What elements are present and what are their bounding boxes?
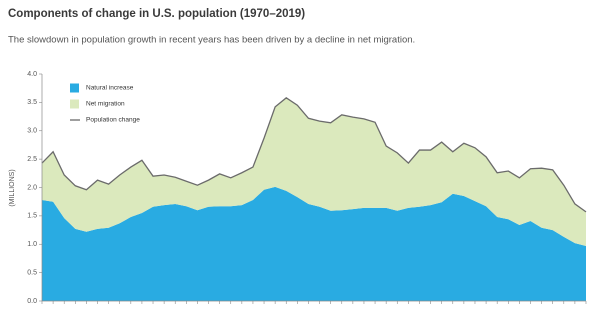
y-axis-label: (MILLIONS): [9, 169, 16, 206]
y-tick-label: 2.5: [27, 156, 37, 163]
y-tick-label: 2.0: [27, 184, 37, 191]
chart-title: Components of change in U.S. population …: [8, 8, 305, 20]
chart-subtitle: The slowdown in population growth in rec…: [8, 35, 415, 46]
legend-label: Net migration: [86, 101, 125, 108]
legend-swatch: [70, 99, 79, 109]
y-tick-label: 0.0: [27, 298, 37, 305]
y-tick-label: 3.5: [27, 99, 37, 106]
y-tick-label: 0.5: [27, 269, 37, 276]
legend-swatch: [70, 83, 79, 93]
y-tick-label: 3.0: [27, 128, 37, 135]
legend-label: Population change: [86, 117, 140, 124]
y-tick-label: 1.0: [27, 241, 37, 248]
line: [41, 97, 587, 213]
y-tick-label: 4.0: [27, 71, 37, 78]
y-tick-label: 1.5: [27, 213, 37, 220]
area: [42, 186, 586, 301]
legend-label: Natural increase: [86, 85, 134, 92]
legend: Natural increase Net migration Population …: [70, 83, 140, 124]
area: [42, 97, 586, 246]
